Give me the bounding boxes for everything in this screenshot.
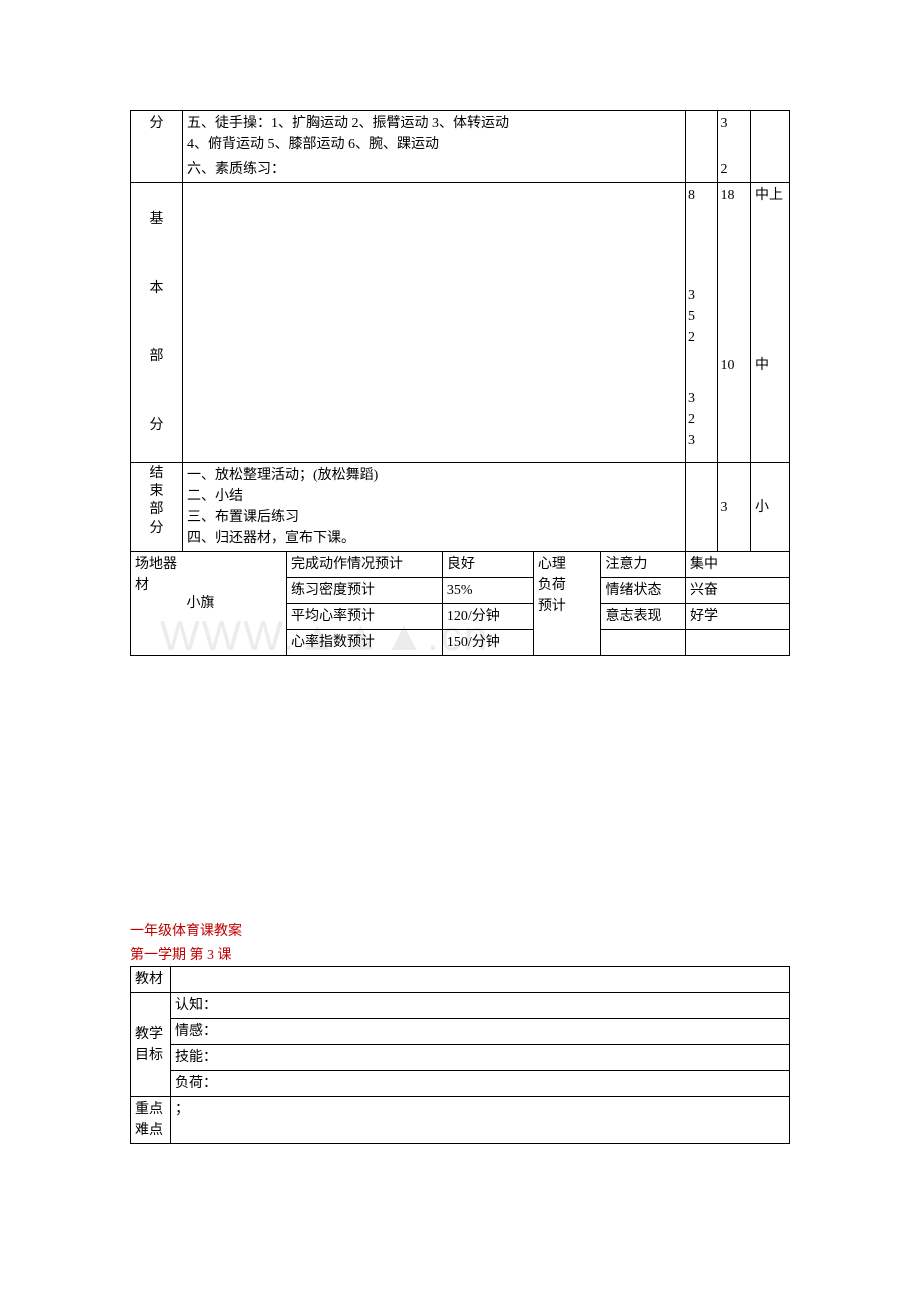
goal-line: 认知： [171, 993, 790, 1019]
psy-metric-value: 好学 [686, 604, 790, 630]
section-label-basic: 基 本 部 分 [131, 183, 183, 463]
exercise-text: 六、素质练习： [182, 157, 685, 183]
num: 3 [688, 433, 695, 448]
text-line: 五、徒手操：1、扩胸运动 2、振臂运动 3、体转运动 [187, 116, 509, 131]
load: 中 [755, 358, 769, 373]
metric-value: 150/分钟 [442, 630, 533, 656]
char: 本 [135, 278, 178, 299]
text-line: 4、俯背运动 5、膝部运动 6、腕、踝运动 [187, 137, 439, 152]
blank-cell [686, 111, 718, 158]
psy-metric-label: 情绪状态 [601, 578, 686, 604]
end-content: 一、放松整理活动；(放松舞蹈) 二、小结 三、布置课后练习 四、归还器材，宣布下… [182, 463, 685, 552]
num: 3 [688, 288, 695, 303]
char: 分 [135, 415, 178, 436]
blank-cell [601, 630, 686, 656]
goal-line: 负荷： [171, 1071, 790, 1097]
lesson-title: 一年级体育课教案 [130, 920, 790, 940]
blank-cell [171, 967, 790, 993]
line: 三、布置课后练习 [187, 510, 299, 525]
equip-value: 小旗 [182, 552, 286, 656]
num-cell: 3 [718, 111, 750, 158]
blank-cell [750, 157, 789, 183]
label: 结束部分 [149, 465, 163, 538]
load-col: 中上 中 [750, 183, 789, 463]
metric-label: 完成动作情况预计 [286, 552, 442, 578]
row-label: 教学目标 [131, 993, 171, 1097]
num: 5 [688, 309, 695, 324]
lesson-subtitle: 第一学期 第 3 课 [130, 944, 790, 964]
time-cell: 3 [718, 463, 750, 552]
num: 18 [720, 188, 734, 203]
row-label: 重点 难点 [131, 1097, 171, 1144]
section-label: 分 [131, 111, 183, 183]
lesson-table-1: 分 五、徒手操：1、扩胸运动 2、振臂运动 3、体转运动 4、俯背运动 5、膝部… [130, 110, 790, 656]
char: 基 [135, 209, 178, 230]
time-col: 18 10 [718, 183, 750, 463]
blank-cell [686, 630, 790, 656]
count-col: 8 3 5 2 3 2 3 [686, 183, 718, 463]
section-label-end: 结束部分 [131, 463, 183, 552]
metric-value: 良好 [442, 552, 533, 578]
label: 重点 [135, 1102, 163, 1117]
lesson-table-2: 教材 教学目标 认知： 情感： 技能： 负荷： 重点 难点 ； [130, 966, 790, 1144]
label: 心理负荷预计 [538, 554, 566, 617]
load: 中上 [755, 188, 783, 203]
metric-value: 120/分钟 [442, 604, 533, 630]
line: 一、放松整理活动；(放松舞蹈) [187, 468, 378, 483]
metric-label: 平均心率预计 [286, 604, 442, 630]
exercise-text: 五、徒手操：1、扩胸运动 2、振臂运动 3、体转运动 4、俯背运动 5、膝部运动… [182, 111, 685, 158]
psy-label: 心理负荷预计 [533, 552, 601, 656]
num: 10 [720, 358, 734, 373]
psy-metric-value: 兴奋 [686, 578, 790, 604]
goal-line: 技能： [171, 1045, 790, 1071]
psy-metric-value: 集中 [686, 552, 790, 578]
label: 难点 [135, 1123, 163, 1138]
num: 8 [688, 188, 695, 203]
equip-label: 场地器材 [131, 552, 183, 656]
line: 四、归还器材，宣布下课。 [187, 531, 355, 546]
metric-label: 心率指数预计 [286, 630, 442, 656]
metric-label: 练习密度预计 [286, 578, 442, 604]
row-label: 教材 [131, 967, 171, 993]
blank-cell [750, 111, 789, 158]
psy-metric-label: 注意力 [601, 552, 686, 578]
blank-cell [686, 463, 718, 552]
char: 部 [135, 346, 178, 367]
basic-content [182, 183, 685, 463]
line: 二、小结 [187, 489, 243, 504]
goal-line: 情感： [171, 1019, 790, 1045]
metric-value: 35% [442, 578, 533, 604]
num-cell: 2 [718, 157, 750, 183]
num: 3 [688, 391, 695, 406]
keypoint-value: ； [171, 1097, 790, 1144]
load-cell: 小 [750, 463, 789, 552]
num: 2 [688, 330, 695, 345]
blank-cell [686, 157, 718, 183]
num: 2 [688, 412, 695, 427]
psy-metric-label: 意志表现 [601, 604, 686, 630]
label: 教学目标 [135, 1024, 163, 1066]
